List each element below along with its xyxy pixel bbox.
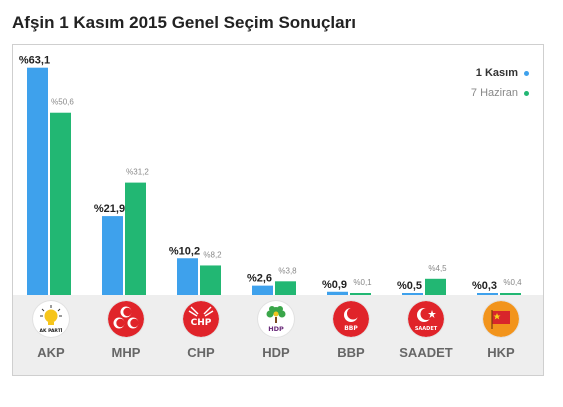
legend-swatch	[524, 70, 529, 76]
bar-chp-7-haziran[interactable]	[200, 265, 221, 295]
bar-akp-1-kasim[interactable]	[27, 67, 48, 295]
bar-mhp-7-haziran[interactable]	[125, 182, 146, 295]
page-title: Afşin 1 Kasım 2015 Genel Seçim Sonuçları	[12, 13, 356, 32]
chp-six-arrows-icon: CHP	[183, 301, 219, 337]
bar-value-label: %2,6	[247, 273, 272, 285]
bar-akp-7-haziran[interactable]	[50, 112, 71, 295]
legend-item-1-kasim[interactable]: 1 Kasım	[471, 63, 529, 83]
bar-mhp-1-kasim[interactable]	[102, 216, 123, 295]
mhp-three-crescents-icon	[108, 301, 144, 337]
chart-panel: %63,1 %50,6 %21,9 %31,2 %10,2 %8,2 %2,6 %3,8 %0,…	[12, 44, 544, 376]
bar-chart: %63,1 %50,6 %21,9 %31,2 %10,2 %8,2 %2,6 %3,8 %0,…	[19, 55, 522, 295]
legend-item-7-haziran[interactable]: 7 Haziran	[471, 83, 529, 103]
bar-value-label: %4,5	[428, 264, 447, 273]
bar-hkp-1-kasim[interactable]	[477, 293, 498, 295]
chp-logo-text: CHP	[191, 318, 212, 328]
bar-hdp-1-kasim[interactable]	[252, 285, 273, 295]
bar-chp-1-kasim[interactable]	[177, 258, 198, 295]
party-hkp: HKP	[466, 301, 536, 360]
party-band: AK PARTİ AKP MHP	[13, 295, 543, 375]
bar-value-label: %0,5	[397, 280, 422, 292]
saadet-crescent-star-icon: SAADET	[408, 301, 444, 337]
party-name: CHP	[187, 345, 215, 360]
hkp-flag-icon	[483, 301, 519, 337]
bar-value-label: %0,3	[472, 280, 497, 292]
akp-lightbulb-icon: AK PARTİ	[33, 301, 69, 337]
bar-hdp-7-haziran[interactable]	[275, 281, 296, 295]
party-name: BBP	[337, 345, 365, 360]
party-akp: AK PARTİ AKP	[16, 301, 86, 360]
bar-saadet-1-kasim[interactable]	[402, 293, 423, 295]
party-hdp: HDP HDP	[241, 301, 311, 360]
party-name: SAADET	[399, 345, 453, 360]
hdp-tree-icon: HDP	[258, 301, 294, 337]
bar-value-label: %21,9	[94, 203, 125, 215]
bar-value-label: %0,9	[322, 279, 347, 291]
party-name: HKP	[487, 345, 515, 360]
chart-legend: 1 Kasım 7 Haziran	[471, 63, 529, 103]
legend-label: 7 Haziran	[470, 87, 518, 99]
party-mhp: MHP	[91, 301, 161, 360]
hdp-logo-text: HDP	[268, 325, 284, 333]
bar-hkp-7-haziran[interactable]	[500, 293, 521, 295]
bar-bbp-7-haziran[interactable]	[350, 293, 371, 295]
bar-saadet-7-haziran[interactable]	[425, 278, 446, 295]
bar-value-label: %8,2	[203, 250, 222, 259]
bar-value-label: %0,4	[503, 278, 522, 287]
bar-value-label: %3,8	[278, 266, 297, 275]
party-name: AKP	[37, 345, 65, 360]
bbp-logo-text: BBP	[344, 325, 358, 332]
akp-logo-text: AK PARTİ	[40, 327, 63, 334]
party-name: HDP	[262, 345, 290, 360]
bar-value-label: %31,2	[126, 168, 149, 177]
party-chp: CHP CHP	[166, 301, 236, 360]
saadet-logo-text: SAADET	[415, 326, 438, 332]
legend-label: 1 Kasım	[475, 67, 518, 79]
bar-value-label: %10,2	[169, 245, 200, 257]
bbp-crescent-icon: BBP	[333, 301, 369, 337]
bar-bbp-1-kasim[interactable]	[327, 291, 348, 295]
party-bbp: BBP BBP	[316, 301, 386, 360]
bar-value-label: %63,1	[19, 55, 50, 67]
bar-value-label: %0,1	[353, 278, 372, 287]
legend-swatch	[524, 90, 529, 96]
bar-value-label: %50,6	[51, 98, 74, 107]
party-saadet: SAADET SAADET	[391, 301, 461, 360]
party-name: MHP	[111, 345, 141, 360]
